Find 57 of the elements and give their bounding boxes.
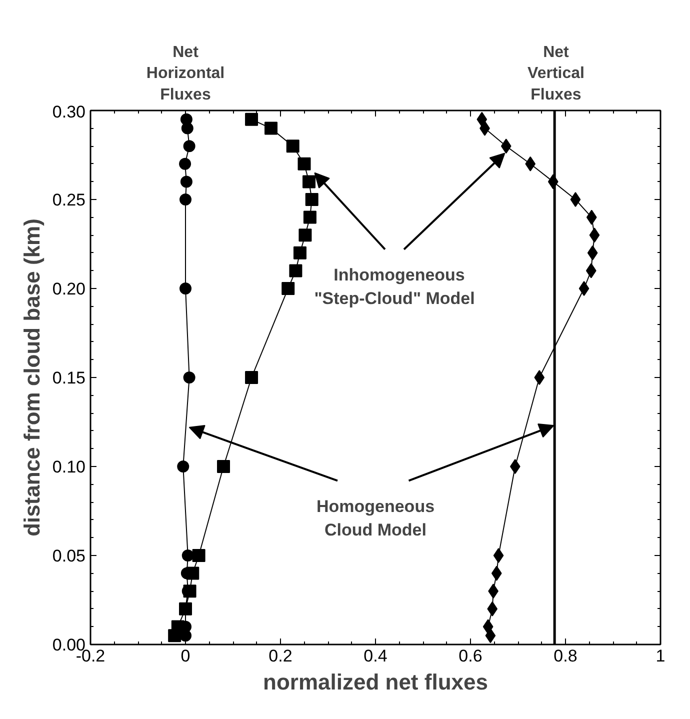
x-tick-label: 1 (656, 646, 666, 666)
y-tick-label: 0.05 (52, 546, 86, 566)
point (293, 246, 306, 260)
point (510, 459, 520, 474)
point (264, 122, 278, 135)
point (534, 370, 545, 385)
point (183, 140, 196, 152)
x-tick-label: 0.8 (554, 646, 578, 666)
point (183, 372, 196, 384)
point (589, 228, 600, 243)
x-axis-title: normalized net fluxes (263, 670, 488, 694)
point (180, 282, 192, 294)
point (282, 282, 295, 295)
point (245, 371, 258, 384)
y-axis-title: distance from cloud base (km) (19, 218, 44, 536)
x-tick-label: 0.6 (458, 646, 482, 666)
y-tick-label: 0.25 (52, 190, 86, 210)
point (217, 460, 230, 473)
y-tick-label: 0.20 (52, 280, 86, 298)
annotation: Inhomogeneous "Step-Cloud" Model (314, 265, 475, 308)
point (587, 245, 598, 260)
annotation: Homogeneous Cloud Model (316, 496, 435, 540)
point (180, 630, 192, 642)
point (182, 550, 194, 562)
point (179, 158, 192, 170)
point (303, 210, 316, 224)
point (570, 192, 581, 207)
point (525, 156, 536, 172)
y-tick-label: 0.15 (52, 368, 86, 388)
y-tick-label: 0.10 (52, 458, 86, 476)
point (168, 629, 182, 642)
point (192, 549, 206, 562)
point (286, 140, 300, 153)
point (586, 210, 597, 225)
point (298, 157, 311, 170)
point (181, 122, 194, 134)
x-tick-label: 0 (180, 646, 190, 666)
y-tick-label: 0.30 (52, 102, 86, 122)
point (180, 194, 192, 206)
point (491, 566, 502, 581)
point (487, 601, 498, 616)
point (302, 175, 316, 188)
point (493, 548, 504, 563)
point (298, 228, 312, 242)
point (586, 263, 596, 278)
point (289, 264, 302, 278)
point (180, 176, 192, 188)
x-tick-label: 0.2 (268, 646, 292, 666)
point (500, 138, 512, 154)
text: Net Horizontal Fluxes (146, 44, 225, 104)
point (245, 112, 258, 126)
point (305, 193, 318, 206)
point (177, 460, 190, 472)
point (485, 628, 496, 644)
x-tick-label: 0.4 (364, 646, 388, 666)
point (578, 281, 590, 296)
text: Net Vertical Fluxes (528, 44, 584, 104)
